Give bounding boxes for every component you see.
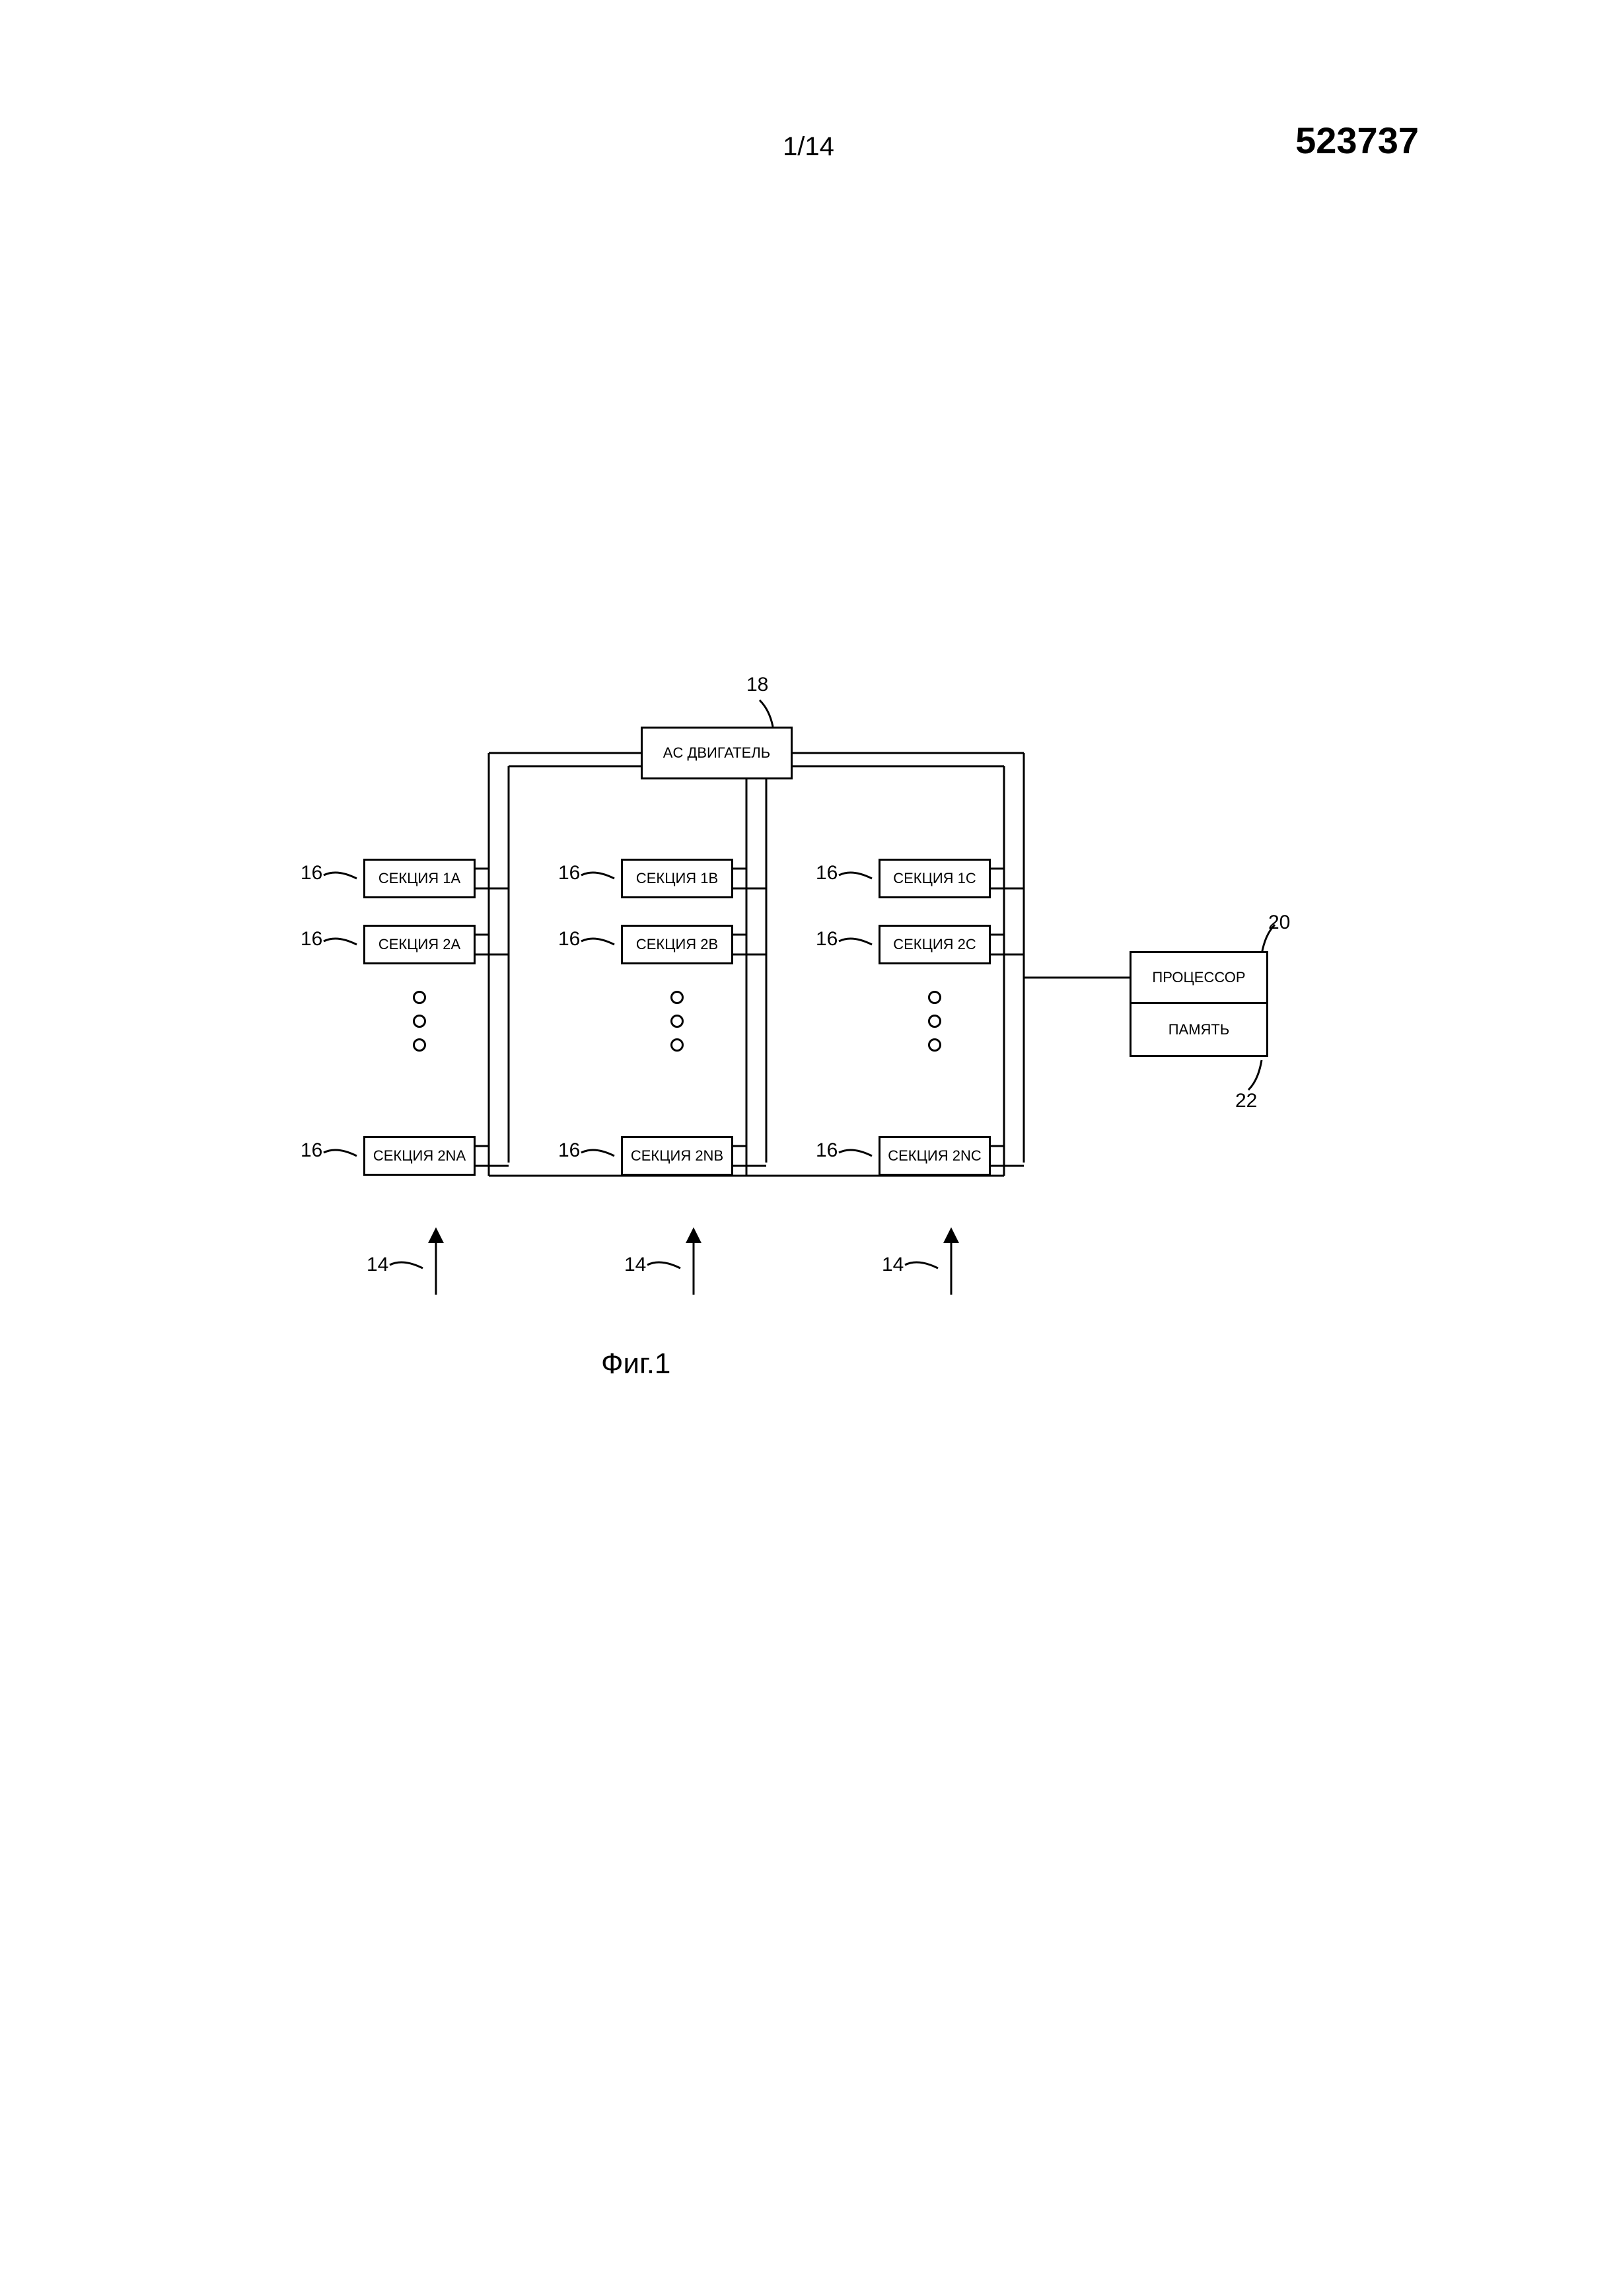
ref-14: 14 bbox=[882, 1254, 904, 1276]
ellipsis-a bbox=[413, 991, 426, 1052]
ref-16: 16 bbox=[816, 1139, 838, 1162]
section-2a: СЕКЦИЯ 2A bbox=[363, 925, 476, 964]
processor-box: ПРОЦЕССОР bbox=[1130, 951, 1268, 1004]
ref-16: 16 bbox=[558, 928, 580, 951]
ref-14: 14 bbox=[367, 1254, 388, 1276]
memory-box: ПАМЯТЬ bbox=[1130, 1004, 1268, 1057]
ref-18: 18 bbox=[746, 674, 768, 696]
ref-22: 22 bbox=[1235, 1090, 1257, 1112]
section-2na: СЕКЦИЯ 2NA bbox=[363, 1136, 476, 1176]
ref-16: 16 bbox=[301, 928, 322, 951]
ref-16: 16 bbox=[816, 862, 838, 884]
ref-14: 14 bbox=[624, 1254, 646, 1276]
section-2nb: СЕКЦИЯ 2NB bbox=[621, 1136, 733, 1176]
wiring bbox=[284, 713, 1334, 1440]
ref-16: 16 bbox=[301, 1139, 322, 1162]
ref-16: 16 bbox=[816, 928, 838, 951]
doc-number: 523737 bbox=[1295, 119, 1419, 162]
ref-16: 16 bbox=[558, 862, 580, 884]
ref-16: 16 bbox=[301, 862, 322, 884]
motor-box: AC ДВИГАТЕЛЬ bbox=[641, 727, 793, 779]
figure-1: AC ДВИГАТЕЛЬ 18 СЕКЦИЯ 1A СЕКЦИЯ 2A СЕКЦ… bbox=[284, 713, 1334, 1440]
ellipsis-b bbox=[670, 991, 684, 1052]
section-2nc: СЕКЦИЯ 2NC bbox=[879, 1136, 991, 1176]
ref-16: 16 bbox=[558, 1139, 580, 1162]
section-1c: СЕКЦИЯ 1C bbox=[879, 859, 991, 898]
section-2c: СЕКЦИЯ 2C bbox=[879, 925, 991, 964]
section-1a: СЕКЦИЯ 1A bbox=[363, 859, 476, 898]
ref-20: 20 bbox=[1268, 912, 1290, 934]
section-2b: СЕКЦИЯ 2B bbox=[621, 925, 733, 964]
ellipsis-c bbox=[928, 991, 941, 1052]
figure-caption: Фиг.1 bbox=[601, 1347, 670, 1381]
section-1b: СЕКЦИЯ 1B bbox=[621, 859, 733, 898]
